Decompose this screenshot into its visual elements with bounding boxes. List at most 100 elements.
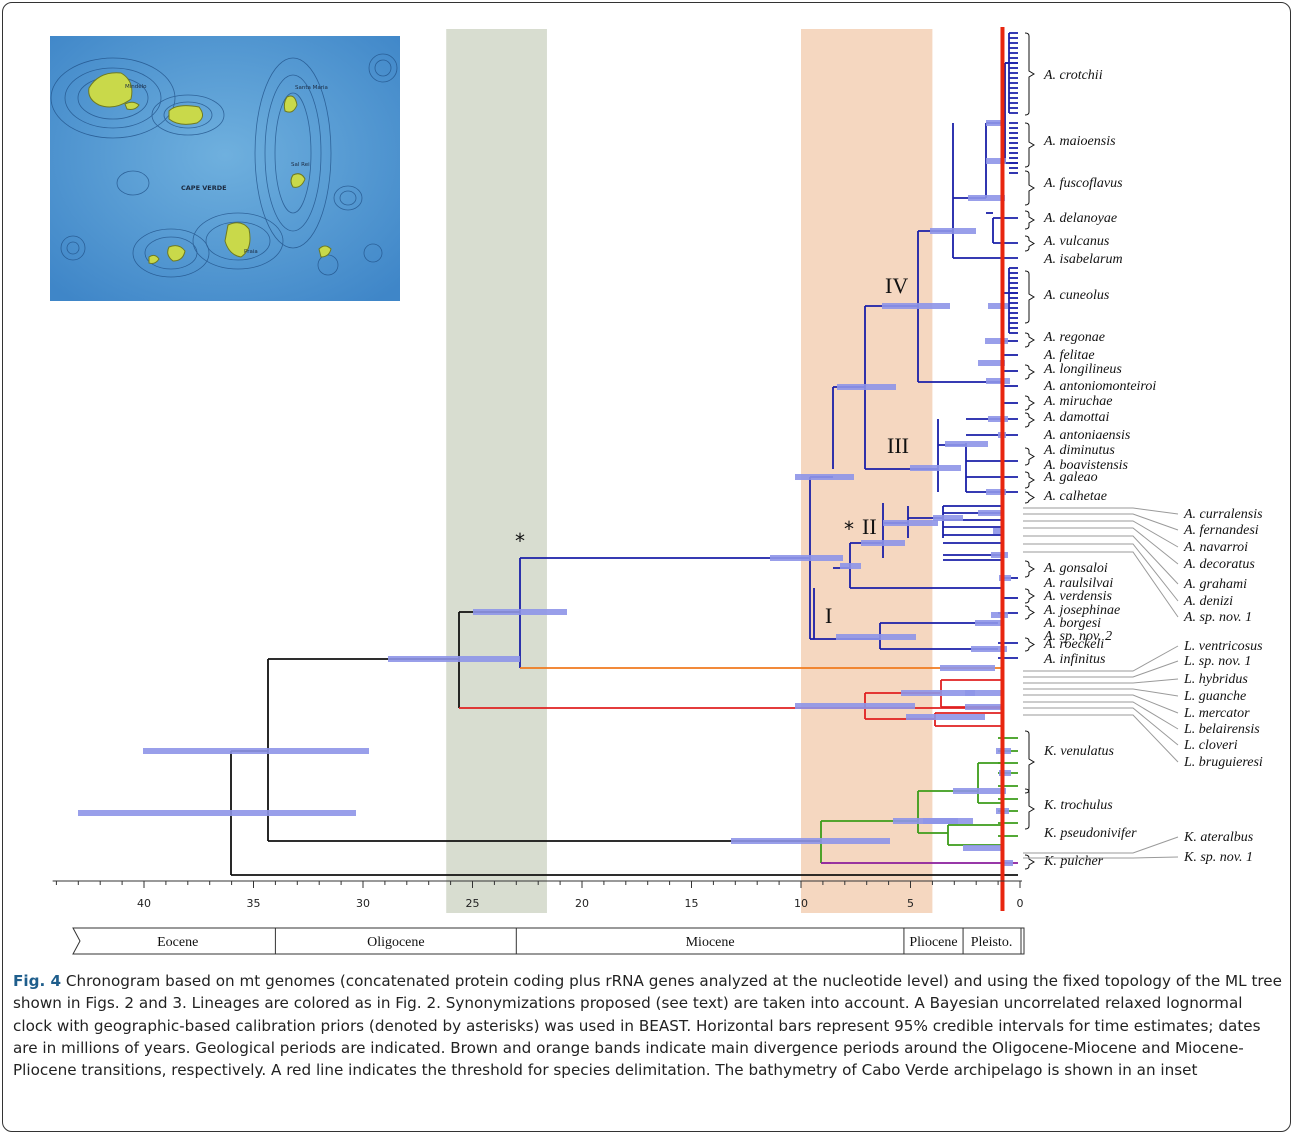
callout-line [1023, 694, 1179, 714]
callout-line [1023, 701, 1179, 730]
credible-interval-bar [988, 303, 1008, 309]
credible-interval-bar [770, 555, 843, 561]
callout-line [1023, 645, 1179, 672]
inset-label: Praia [244, 249, 258, 255]
callout-line [1023, 507, 1179, 515]
taxon-label: K. pulcher [1043, 854, 1104, 869]
inset-label: Mindelo [125, 84, 147, 90]
taxon-label: L. guanche [1183, 689, 1246, 704]
taxon-label: L. sp. nov. 1 [1183, 654, 1251, 669]
axis-tick-label: 25 [466, 897, 480, 910]
clade-label-ii: II [862, 514, 877, 539]
credible-interval-bar [883, 520, 938, 526]
credible-interval-bar [965, 704, 1003, 710]
taxon-label: A. denizi [1183, 594, 1233, 609]
callout-line [1023, 856, 1179, 859]
taxon-label: A. damottai [1043, 410, 1109, 425]
credible-interval-bar [985, 338, 1008, 344]
calibration-asterisk: * [515, 529, 525, 553]
taxon-label: A. antoniaensis [1043, 428, 1131, 443]
taxon-label: A. isabelarum [1043, 252, 1123, 267]
credible-interval-bar [933, 515, 963, 521]
taxon-label: A. cuneolus [1043, 288, 1110, 303]
callout-line [1023, 513, 1179, 531]
callout-line [1023, 836, 1179, 854]
callout-line [1023, 678, 1179, 684]
taxon-bracket [1024, 210, 1035, 230]
inset-label: Santa Maria [295, 85, 328, 91]
taxon-bracket [1024, 235, 1035, 252]
chronogram-figure: CAPE VERDE Mindelo Santa Maria Sal Rei P… [50, 27, 1263, 955]
credible-interval-bar [388, 656, 520, 662]
period-label: Miocene [686, 935, 735, 950]
taxon-label: K. trochulus [1043, 798, 1113, 813]
credible-interval-bar [731, 838, 890, 844]
taxon-label: A. decoratus [1183, 557, 1255, 572]
taxon-bracket [1024, 332, 1035, 348]
axis-tick-label: 15 [685, 897, 699, 910]
band-oligocene-miocene [446, 29, 547, 913]
callout-line [1023, 714, 1179, 763]
taxon-label: K. ateralbus [1183, 830, 1254, 845]
taxon-label: A. boavistensis [1043, 458, 1129, 473]
credible-interval-bar [795, 703, 915, 709]
taxon-bracket [1024, 788, 1035, 830]
taxon-label: A. infinitus [1043, 652, 1106, 667]
callout-line [1023, 535, 1179, 585]
credible-interval-bar [901, 690, 975, 696]
callout-line [1023, 688, 1179, 697]
credible-interval-bar [143, 748, 369, 754]
taxon-label: A. diminutus [1043, 443, 1115, 458]
credible-interval-bar [986, 158, 1006, 164]
credible-interval-bar [1003, 860, 1013, 866]
taxon-bracket [1024, 364, 1035, 380]
credible-interval-bar [971, 646, 1007, 652]
credible-interval-bar [78, 810, 356, 816]
credible-interval-bar [930, 228, 976, 234]
credible-interval-bar [975, 620, 1003, 626]
taxon-labels: A. crotchii A. maioensis A. fuscoflavus A. … [1023, 32, 1263, 870]
credible-interval-bar [910, 465, 961, 471]
taxon-label: A. borgesi [1043, 616, 1101, 631]
credible-interval-bar [882, 303, 950, 309]
taxon-bracket [1024, 637, 1035, 652]
taxon-bracket [1024, 491, 1035, 504]
taxon-label: A. grahami [1183, 577, 1247, 592]
taxon-bracket [1024, 395, 1035, 411]
taxon-bracket [1024, 471, 1035, 489]
credible-interval-bar [940, 665, 995, 671]
figure-caption: Fig. 4 Chronogram based on mt genomes (c… [13, 970, 1283, 1081]
credible-interval-bar [986, 120, 1004, 126]
credible-interval-bar [988, 416, 1008, 422]
callout-line [1023, 543, 1179, 602]
axis-tick-label: 5 [907, 897, 914, 910]
credible-interval-bar [991, 552, 1008, 558]
taxon-label: A. verdensis [1043, 589, 1112, 604]
callout-line [1023, 660, 1179, 678]
caption-text: Chronogram based on mt genomes (concaten… [13, 972, 1282, 1080]
taxon-label: A. fernandesi [1183, 523, 1259, 538]
taxon-label: A. gonsaloi [1043, 561, 1108, 576]
axis-tick-label: 0 [1017, 897, 1024, 910]
period-label: Oligocene [367, 935, 425, 950]
taxon-label: A. curralensis [1183, 507, 1263, 522]
taxon-bracket [1024, 412, 1035, 428]
taxon-label: A. regonae [1043, 330, 1105, 345]
taxon-label: A. felitae [1043, 348, 1095, 363]
credible-interval-bar [991, 612, 1008, 618]
credible-interval-bar [978, 360, 1005, 366]
axis-tick-label: 35 [247, 897, 261, 910]
callout-line [1023, 707, 1179, 746]
credible-interval-bar [837, 384, 896, 390]
taxon-label: A. sp. nov. 1 [1183, 610, 1252, 625]
axis-tick-label: 30 [356, 897, 370, 910]
taxon-bracket [1024, 447, 1035, 466]
callout-line [1023, 551, 1179, 618]
callout-line [1023, 520, 1179, 548]
credible-interval-bar [945, 441, 988, 447]
credible-interval-bar [840, 563, 861, 569]
time-axis: 40 35 30 25 20 15 10 5 0 [52, 880, 1024, 910]
taxon-label: A. miruchae [1043, 394, 1112, 409]
taxon-label: L. mercator [1183, 706, 1250, 721]
